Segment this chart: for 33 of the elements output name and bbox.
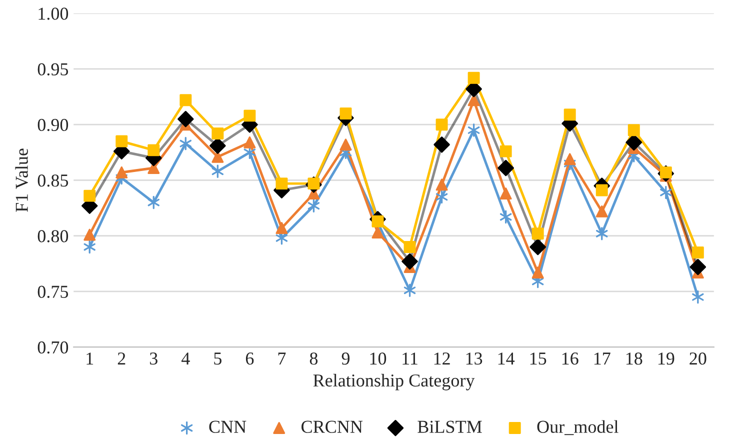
y-tick-label: 0.95: [38, 63, 68, 76]
x-tick-label: 5: [214, 352, 222, 365]
legend-label: BiLSTM: [418, 420, 482, 433]
y-tick-label: 0.90: [38, 118, 68, 132]
x-axis-title: Relationship Category: [313, 374, 475, 390]
legend-label: CRCNN: [302, 420, 363, 433]
y-axis-title: F1 Value: [15, 148, 28, 212]
x-tick-label: 14: [498, 352, 515, 364]
x-tick-label: 13: [466, 352, 482, 365]
x-tick-label: 10: [370, 352, 386, 365]
x-tick-label: 12: [434, 352, 450, 364]
y-tick-label: 0.70: [38, 341, 68, 354]
x-tick-label: 16: [562, 352, 578, 365]
x-tick-label: 7: [278, 352, 286, 364]
x-tick-label: 2: [118, 352, 126, 364]
x-tick-label: 15: [530, 352, 546, 365]
y-tick-label: 0.75: [38, 286, 68, 298]
x-tick-label: 1: [86, 352, 94, 364]
legend-label: Our_model: [537, 420, 618, 436]
x-tick-label: 20: [690, 352, 706, 365]
x-tick-label: 9: [342, 352, 350, 365]
x-tick-label: 19: [658, 352, 674, 365]
x-tick-label: 18: [626, 352, 642, 365]
legend-label: CNN: [209, 420, 246, 433]
x-tick-label: 4: [181, 352, 190, 364]
y-tick-label: 0.85: [38, 174, 68, 187]
y-tick-label: 1.00: [38, 8, 68, 20]
x-tick-label: 17: [594, 352, 610, 364]
x-tick-label: 6: [246, 352, 254, 365]
x-tick-label: 8: [310, 352, 318, 365]
y-tick-label: 0.80: [38, 230, 68, 242]
x-tick-label: 11: [402, 352, 418, 364]
x-tick-label: 3: [150, 352, 158, 365]
